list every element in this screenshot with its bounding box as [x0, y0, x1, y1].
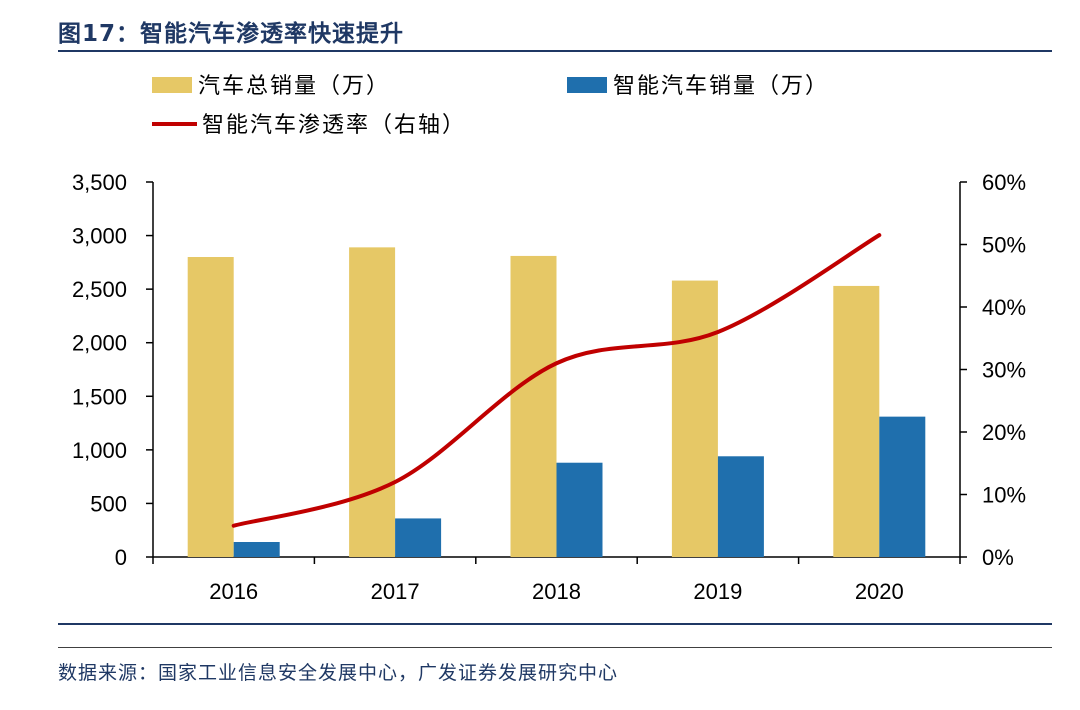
- legend: 汽车总销量（万） 智能汽车销量（万） 智能汽车渗透率（右轴）: [152, 74, 829, 138]
- penetration-line: [231, 233, 882, 528]
- right-tick-label: 0%: [982, 545, 1014, 570]
- left-tick-label: 0: [115, 545, 127, 570]
- smart-sales-bar: [395, 518, 442, 557]
- total-sales-bar: [349, 247, 396, 557]
- right-tick-label: 30%: [982, 358, 1026, 383]
- left-tick-label: 1,000: [72, 438, 127, 463]
- x-tick-label: 2016: [209, 579, 258, 604]
- left-tick-label: 2,500: [72, 277, 127, 302]
- title-rule: [58, 50, 1052, 52]
- left-tick-label: 3,000: [72, 224, 127, 249]
- x-tick-label: 2017: [371, 579, 420, 604]
- x-tick-label: 2019: [693, 579, 742, 604]
- axes: 0 500 1,000 1,500 2,000 2,500 3,000 3,500 0% 10% 2…: [72, 170, 1026, 604]
- smart-sales-bar: [879, 416, 926, 557]
- figure-title: 图17：智能汽车渗透率快速提升: [58, 21, 405, 47]
- right-tick-label: 40%: [982, 295, 1026, 320]
- left-tick-label: 500: [90, 491, 127, 516]
- legend-penetration-label: 智能汽车渗透率（右轴）: [202, 113, 466, 138]
- source-rule: [58, 647, 1052, 648]
- source-note: 数据来源：国家工业信息安全发展中心，广发证券发展研究中心: [58, 662, 619, 684]
- legend-total-sales-swatch: [152, 77, 192, 93]
- right-tick-label: 10%: [982, 483, 1026, 508]
- total-sales-bar: [671, 280, 718, 557]
- penetration-line-layer: [231, 233, 882, 528]
- smart-sales-bar: [717, 456, 764, 557]
- x-tick-label: 2018: [532, 579, 581, 604]
- total-sales-bar: [187, 257, 234, 557]
- x-tick-label: 2020: [855, 579, 904, 604]
- left-tick-label: 2,000: [72, 331, 127, 356]
- total-sales-bar: [833, 285, 880, 557]
- right-tick-label: 20%: [982, 420, 1026, 445]
- legend-smart-sales-label: 智能汽车销量（万）: [613, 74, 829, 99]
- left-tick-label: 3,500: [72, 170, 127, 195]
- left-tick-label: 1,500: [72, 384, 127, 409]
- legend-smart-sales-swatch: [567, 77, 607, 93]
- smart-sales-bar: [233, 542, 280, 557]
- right-tick-label: 60%: [982, 170, 1026, 195]
- smart-sales-bar: [556, 462, 603, 557]
- legend-total-sales-label: 汽车总销量（万）: [198, 74, 390, 99]
- bottom-rule: [58, 623, 1052, 625]
- bars: [187, 247, 926, 557]
- total-sales-bar: [510, 255, 557, 557]
- right-tick-label: 50%: [982, 233, 1026, 258]
